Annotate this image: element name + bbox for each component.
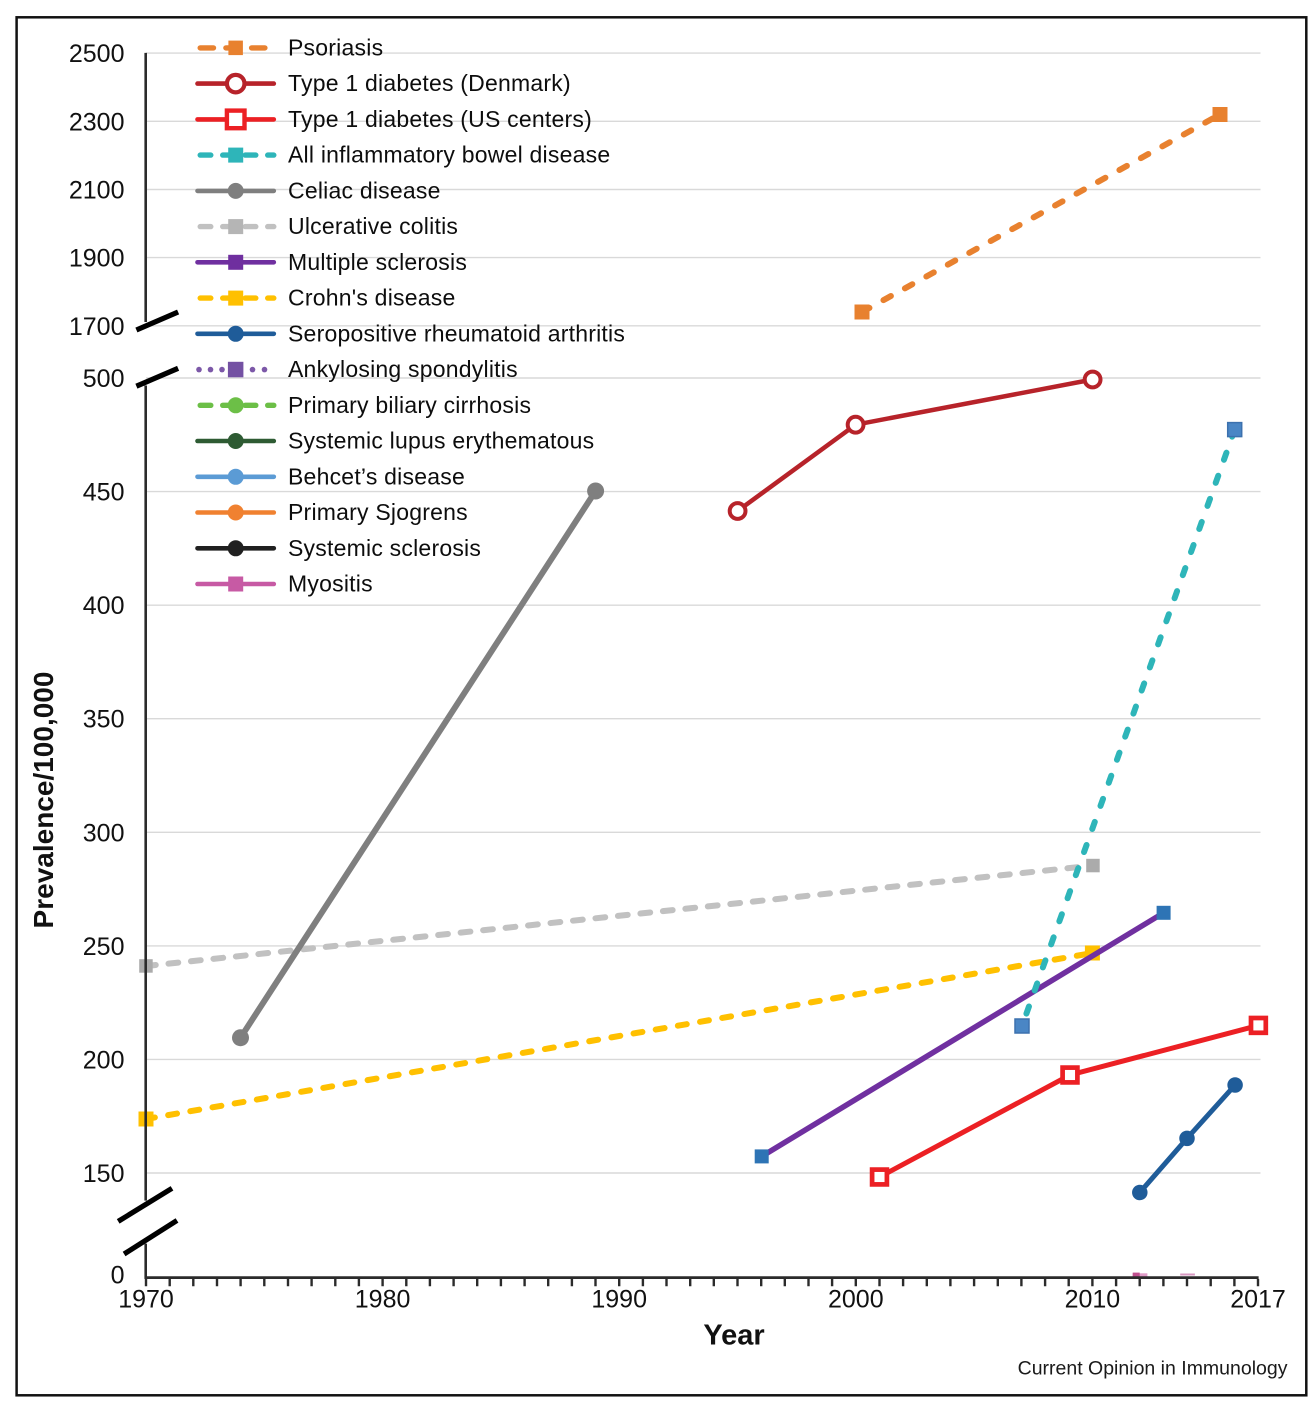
svg-text:1990: 1990 bbox=[591, 1286, 647, 1314]
svg-text:2000: 2000 bbox=[828, 1286, 884, 1314]
svg-text:450: 450 bbox=[83, 479, 125, 507]
svg-text:1970: 1970 bbox=[118, 1286, 174, 1314]
svg-text:0: 0 bbox=[111, 1262, 125, 1290]
svg-text:2010: 2010 bbox=[1065, 1286, 1121, 1314]
svg-text:Type 1 diabetes (US centers): Type 1 diabetes (US centers) bbox=[288, 106, 592, 132]
svg-text:Systemic sclerosis: Systemic sclerosis bbox=[288, 535, 481, 561]
svg-text:Ankylosing spondylitis: Ankylosing spondylitis bbox=[288, 356, 518, 382]
svg-text:1700: 1700 bbox=[69, 313, 125, 341]
svg-text:200: 200 bbox=[83, 1046, 125, 1074]
svg-text:150: 150 bbox=[83, 1160, 125, 1188]
svg-text:2300: 2300 bbox=[69, 108, 125, 136]
svg-text:Prevalence/100,000: Prevalence/100,000 bbox=[28, 672, 59, 929]
svg-text:Ulcerative colitis: Ulcerative colitis bbox=[288, 213, 458, 239]
svg-text:500: 500 bbox=[83, 365, 125, 393]
svg-text:All inflammatory bowel disease: All inflammatory bowel disease bbox=[288, 142, 610, 168]
svg-text:Psoriasis: Psoriasis bbox=[288, 34, 383, 60]
svg-text:250: 250 bbox=[83, 933, 125, 961]
svg-text:Myositis: Myositis bbox=[288, 571, 373, 597]
svg-text:Crohn's disease: Crohn's disease bbox=[288, 285, 456, 311]
svg-text:2017: 2017 bbox=[1230, 1286, 1286, 1314]
svg-text:350: 350 bbox=[83, 706, 125, 734]
svg-text:Behcet’s disease: Behcet’s disease bbox=[288, 463, 465, 489]
svg-text:300: 300 bbox=[83, 819, 125, 847]
svg-text:Current Opinion in Immunology: Current Opinion in Immunology bbox=[1018, 1358, 1288, 1380]
svg-text:1900: 1900 bbox=[69, 245, 125, 273]
svg-text:2500: 2500 bbox=[69, 40, 125, 68]
svg-text:2100: 2100 bbox=[69, 177, 125, 205]
svg-text:Multiple sclerosis: Multiple sclerosis bbox=[288, 249, 467, 275]
svg-text:Seropositive rheumatoid arthri: Seropositive rheumatoid arthritis bbox=[288, 320, 625, 346]
svg-text:Celiac disease: Celiac disease bbox=[288, 177, 441, 203]
svg-text:Primary Sjogrens: Primary Sjogrens bbox=[288, 499, 468, 525]
svg-text:1980: 1980 bbox=[355, 1286, 411, 1314]
svg-text:Type 1 diabetes (Denmark): Type 1 diabetes (Denmark) bbox=[288, 70, 571, 96]
svg-text:Systemic lupus erythematous: Systemic lupus erythematous bbox=[288, 428, 594, 454]
svg-text:400: 400 bbox=[83, 592, 125, 620]
svg-text:Year: Year bbox=[703, 1320, 764, 1352]
svg-text:Primary biliary cirrhosis: Primary biliary cirrhosis bbox=[288, 392, 531, 418]
